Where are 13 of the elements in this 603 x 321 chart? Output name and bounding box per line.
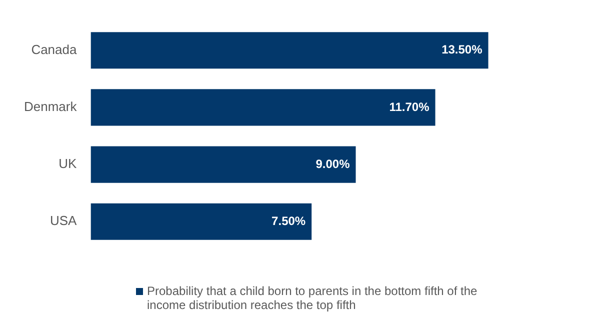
bar <box>90 89 436 126</box>
y-tick-label: USA <box>50 213 78 228</box>
data-label: 11.70% <box>389 100 430 114</box>
bar <box>90 203 312 240</box>
legend-label: Probability that a child born to parents in the bottom fifth of the income distribution reaches the top fifth <box>147 284 478 312</box>
data-label: 9.00% <box>316 156 350 171</box>
y-tick-label: UK <box>58 156 78 172</box>
data-label: 13.50% <box>442 42 483 57</box>
bar <box>90 32 488 69</box>
data-label: 7.50% <box>272 214 306 228</box>
y-tick-label: Canada <box>31 42 78 57</box>
bar <box>90 146 356 183</box>
y-tick-label: Denmark <box>24 99 78 114</box>
